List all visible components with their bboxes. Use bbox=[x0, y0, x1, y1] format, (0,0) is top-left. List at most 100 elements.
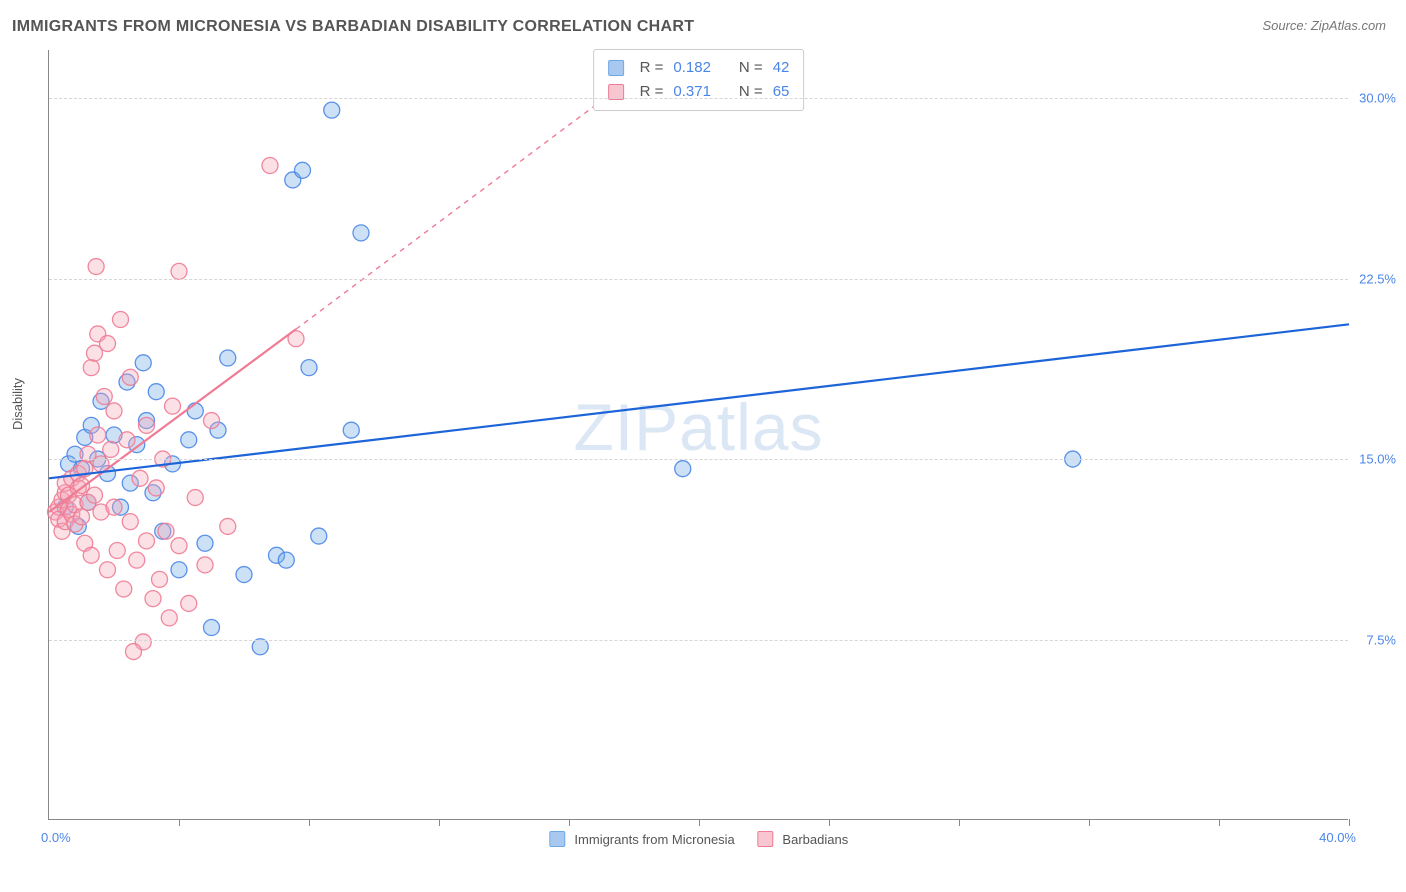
x-tick bbox=[1349, 819, 1350, 826]
scatter-point bbox=[171, 538, 187, 554]
scatter-point bbox=[311, 528, 327, 544]
scatter-point bbox=[103, 441, 119, 457]
scatter-point bbox=[324, 102, 340, 118]
legend-item: Immigrants from Micronesia bbox=[549, 831, 735, 847]
x-tick bbox=[1089, 819, 1090, 826]
stats-swatch-icon bbox=[608, 60, 624, 76]
bottom-legend: Immigrants from Micronesia Barbadians bbox=[549, 831, 848, 847]
x-tick bbox=[439, 819, 440, 826]
plot-area: ZIPatlas 0.0% 40.0% Immigrants from Micr… bbox=[48, 50, 1348, 820]
legend-swatch-icon bbox=[549, 831, 565, 847]
scatter-point bbox=[171, 562, 187, 578]
scatter-point bbox=[139, 417, 155, 433]
scatter-point bbox=[262, 158, 278, 174]
gridline bbox=[49, 459, 1348, 460]
gridline bbox=[49, 98, 1348, 99]
scatter-point bbox=[278, 552, 294, 568]
x-min-label: 0.0% bbox=[41, 830, 71, 845]
x-tick bbox=[309, 819, 310, 826]
y-tick-label: 15.0% bbox=[1350, 452, 1396, 467]
scatter-point bbox=[343, 422, 359, 438]
scatter-point bbox=[353, 225, 369, 241]
x-tick bbox=[179, 819, 180, 826]
x-tick bbox=[959, 819, 960, 826]
scatter-point bbox=[129, 552, 145, 568]
trendline bbox=[296, 89, 618, 330]
scatter-point bbox=[122, 369, 138, 385]
scatter-point bbox=[90, 427, 106, 443]
scatter-point bbox=[165, 398, 181, 414]
scatter-point bbox=[145, 591, 161, 607]
scatter-point bbox=[675, 461, 691, 477]
scatter-point bbox=[197, 535, 213, 551]
scatter-point bbox=[106, 403, 122, 419]
r-label: R = bbox=[640, 56, 664, 80]
gridline bbox=[49, 279, 1348, 280]
legend-label: Barbadians bbox=[782, 832, 848, 847]
scatter-point bbox=[100, 562, 116, 578]
scatter-point bbox=[132, 470, 148, 486]
trendline bbox=[49, 324, 1349, 478]
scatter-point bbox=[148, 384, 164, 400]
legend-label: Immigrants from Micronesia bbox=[574, 832, 734, 847]
scatter-point bbox=[122, 514, 138, 530]
x-tick bbox=[569, 819, 570, 826]
scatter-point bbox=[83, 360, 99, 376]
scatter-point bbox=[295, 162, 311, 178]
scatter-point bbox=[158, 523, 174, 539]
y-tick-label: 22.5% bbox=[1350, 271, 1396, 286]
scatter-point bbox=[96, 389, 112, 405]
scatter-point bbox=[161, 610, 177, 626]
r-value: 0.182 bbox=[673, 56, 711, 80]
gridline bbox=[49, 640, 1348, 641]
scatter-point bbox=[135, 355, 151, 371]
y-axis-label: Disability bbox=[10, 378, 25, 430]
scatter-point bbox=[220, 350, 236, 366]
source-text: Source: ZipAtlas.com bbox=[1262, 18, 1386, 33]
scatter-point bbox=[100, 336, 116, 352]
r-label: R = bbox=[640, 80, 664, 104]
scatter-point bbox=[252, 639, 268, 655]
scatter-point bbox=[83, 547, 99, 563]
scatter-point bbox=[74, 509, 90, 525]
stats-box: R = 0.182 N = 42 R = 0.371 N = 65 bbox=[593, 49, 805, 111]
n-label: N = bbox=[739, 80, 763, 104]
n-value: 42 bbox=[773, 56, 790, 80]
scatter-point bbox=[301, 360, 317, 376]
scatter-point bbox=[126, 644, 142, 660]
scatter-point bbox=[88, 259, 104, 275]
legend-item: Barbadians bbox=[757, 831, 848, 847]
scatter-point bbox=[109, 543, 125, 559]
scatter-point bbox=[187, 403, 203, 419]
scatter-point bbox=[236, 567, 252, 583]
scatter-point bbox=[148, 480, 164, 496]
n-value: 65 bbox=[773, 80, 790, 104]
scatter-point bbox=[152, 571, 168, 587]
x-tick bbox=[699, 819, 700, 826]
n-label: N = bbox=[739, 56, 763, 80]
scatter-point bbox=[204, 620, 220, 636]
scatter-point bbox=[181, 432, 197, 448]
scatter-point bbox=[181, 595, 197, 611]
scatter-point bbox=[119, 432, 135, 448]
scatter-point bbox=[113, 312, 129, 328]
stats-row: R = 0.371 N = 65 bbox=[608, 80, 790, 104]
scatter-point bbox=[139, 533, 155, 549]
scatter-point bbox=[116, 581, 132, 597]
legend-swatch-icon bbox=[757, 831, 773, 847]
stats-row: R = 0.182 N = 42 bbox=[608, 56, 790, 80]
scatter-point bbox=[204, 413, 220, 429]
scatter-point bbox=[171, 263, 187, 279]
x-tick bbox=[1219, 819, 1220, 826]
r-value: 0.371 bbox=[673, 80, 711, 104]
scatter-svg bbox=[49, 50, 1348, 819]
scatter-point bbox=[187, 490, 203, 506]
scatter-point bbox=[197, 557, 213, 573]
chart-title: IMMIGRANTS FROM MICRONESIA VS BARBADIAN … bbox=[12, 18, 694, 36]
x-max-label: 40.0% bbox=[1319, 830, 1356, 845]
scatter-point bbox=[87, 487, 103, 503]
x-tick bbox=[829, 819, 830, 826]
scatter-point bbox=[220, 518, 236, 534]
y-tick-label: 30.0% bbox=[1350, 91, 1396, 106]
y-tick-label: 7.5% bbox=[1350, 632, 1396, 647]
